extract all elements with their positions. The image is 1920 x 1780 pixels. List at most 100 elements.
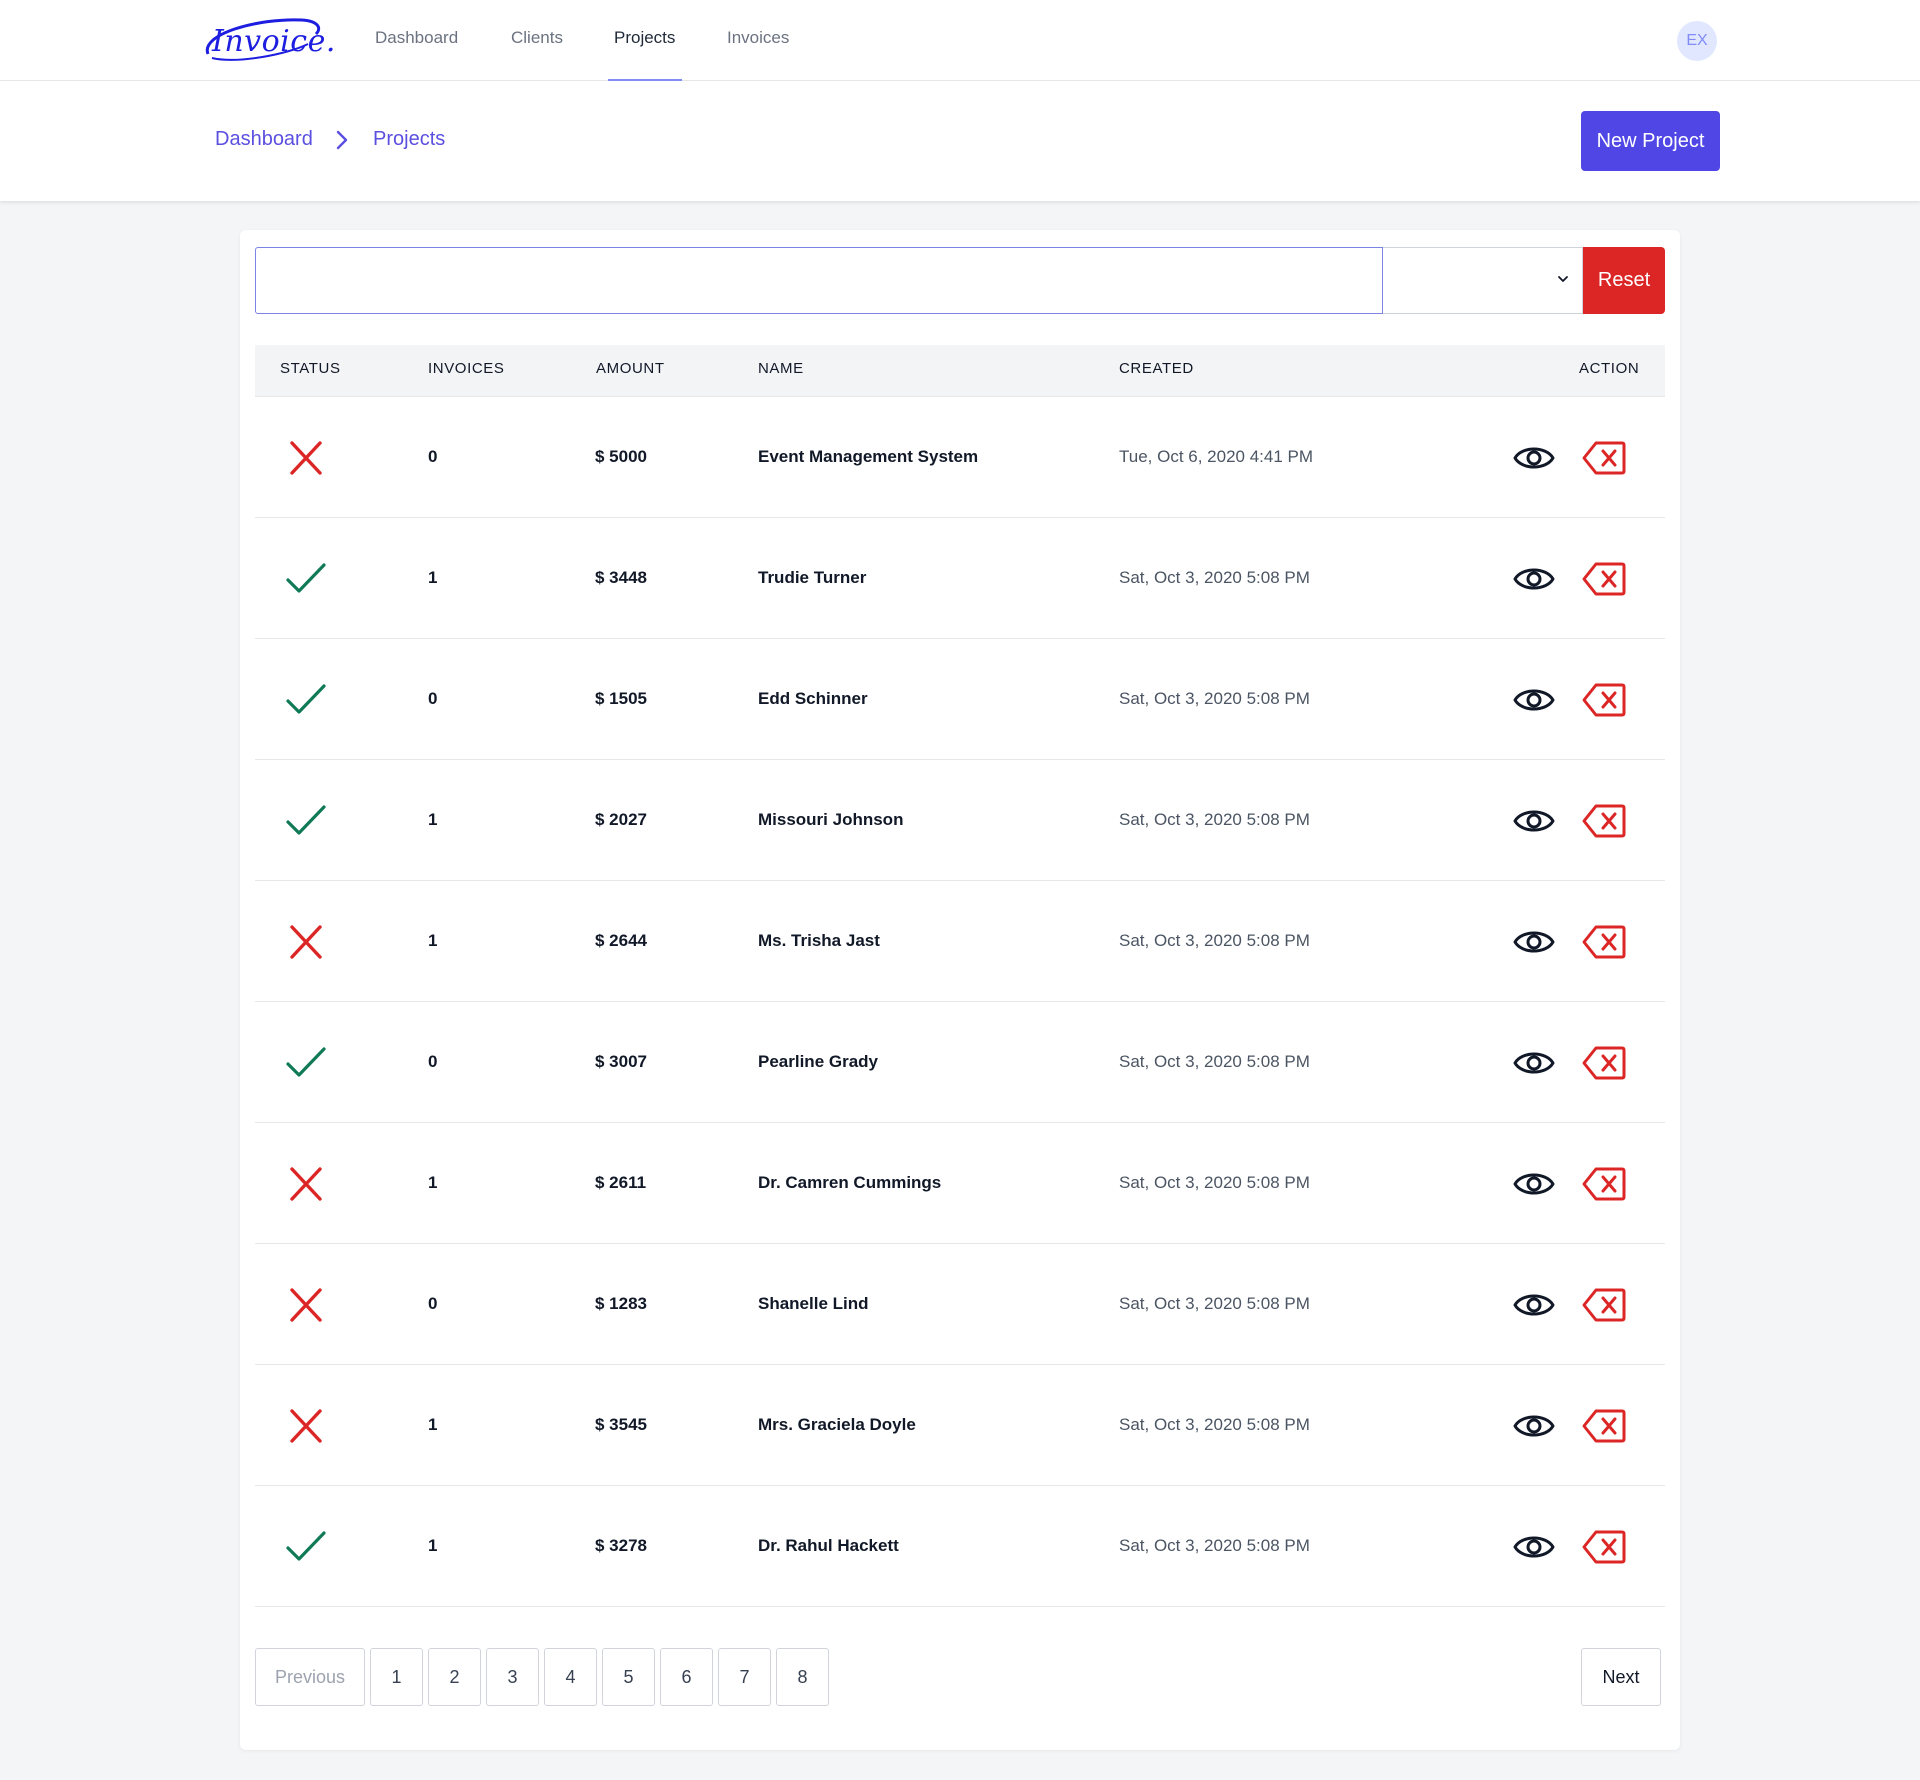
cell-name: Shanelle Lind [758, 1294, 869, 1313]
cell-name: Pearline Grady [758, 1052, 879, 1071]
header-created: CREATED [1119, 360, 1194, 377]
cell-invoices: 1 [428, 1536, 438, 1555]
check-icon [286, 805, 326, 835]
status-filter-select[interactable] [1383, 247, 1583, 314]
cell-created: Sat, Oct 3, 2020 5:08 PM [1119, 689, 1310, 708]
delete-backspace-icon[interactable] [1582, 1287, 1626, 1323]
eye-icon[interactable] [1512, 1164, 1556, 1204]
nav-invoices[interactable]: Invoices [727, 28, 790, 47]
delete-backspace-icon[interactable] [1582, 924, 1626, 960]
cell-name: Dr. Camren Cummings [758, 1173, 942, 1192]
cell-name: Trudie Turner [758, 568, 867, 587]
pagination-previous[interactable]: Previous [255, 1648, 365, 1706]
cell-name: Missouri Johnson [758, 810, 904, 829]
table-row: 0 $ 5000 Event Management System Tue, Oct 6… [255, 397, 1665, 518]
cell-created: Sat, Oct 3, 2020 5:08 PM [1119, 1294, 1310, 1313]
x-icon [290, 441, 322, 475]
cell-amount: $ 3545 [595, 1415, 647, 1434]
cell-invoices: 0 [428, 447, 438, 466]
table-row: 1 $ 2644 Ms. Trisha Jast Sat, Oct 3, 2020 5… [255, 881, 1665, 1002]
pagination-next[interactable]: Next [1581, 1648, 1661, 1706]
table-row: 0 $ 3007 Pearline Grady Sat, Oct 3, 2020 5:… [255, 1002, 1665, 1123]
delete-backspace-icon[interactable] [1582, 682, 1626, 718]
pagination-page-7[interactable]: 7 [718, 1648, 771, 1706]
eye-icon[interactable] [1512, 1406, 1556, 1446]
pagination-page-6[interactable]: 6 [660, 1648, 713, 1706]
delete-backspace-icon[interactable] [1582, 1166, 1626, 1202]
cell-amount: $ 2611 [595, 1173, 647, 1192]
cell-created: Sat, Oct 3, 2020 5:08 PM [1119, 1415, 1310, 1434]
top-navbar [0, 0, 1920, 81]
x-icon [290, 1409, 322, 1443]
pagination-page-2[interactable]: 2 [428, 1648, 481, 1706]
eye-icon[interactable] [1512, 1043, 1556, 1083]
delete-backspace-icon[interactable] [1582, 803, 1626, 839]
cell-created: Tue, Oct 6, 2020 4:41 PM [1119, 447, 1314, 466]
nav-active-indicator [608, 79, 682, 81]
cell-created: Sat, Oct 3, 2020 5:08 PM [1119, 810, 1310, 829]
cell-invoices: 1 [428, 810, 438, 829]
chevron-down-icon [1558, 276, 1568, 282]
search-input[interactable] [255, 247, 1383, 314]
header-action: ACTION [1579, 360, 1640, 377]
nav-projects[interactable]: Projects [614, 28, 676, 47]
eye-icon[interactable] [1512, 438, 1556, 478]
logo-text[interactable]: Invoice. [212, 24, 336, 59]
pagination-page-5[interactable]: 5 [602, 1648, 655, 1706]
breadcrumb-projects[interactable]: Projects [373, 128, 446, 150]
table-row: 1 $ 3278 Dr. Rahul Hackett Sat, Oct 3, 2020… [255, 1486, 1665, 1607]
cell-invoices: 0 [428, 689, 438, 708]
cell-invoices: 1 [428, 1415, 438, 1434]
delete-backspace-icon[interactable] [1582, 561, 1626, 597]
check-icon [286, 1531, 326, 1561]
pagination-page-1[interactable]: 1 [370, 1648, 423, 1706]
table-row: 1 $ 2611 Dr. Camren Cummings Sat, Oct 3, 20… [255, 1123, 1665, 1244]
cell-amount: $ 3448 [595, 568, 647, 587]
check-icon [286, 684, 326, 714]
chevron-right-icon [336, 130, 348, 150]
cell-name: Dr. Rahul Hackett [758, 1536, 899, 1555]
delete-backspace-icon[interactable] [1582, 1408, 1626, 1444]
cell-name: Event Management System [758, 447, 979, 466]
cell-invoices: 0 [428, 1294, 438, 1313]
pagination-page-4[interactable]: 4 [544, 1648, 597, 1706]
breadcrumb-dashboard[interactable]: Dashboard [215, 128, 313, 150]
cell-invoices: 1 [428, 931, 438, 950]
delete-backspace-icon[interactable] [1582, 1045, 1626, 1081]
cell-invoices: 1 [428, 1173, 438, 1192]
cell-amount: $ 5000 [595, 447, 647, 466]
check-icon [286, 563, 326, 593]
eye-icon[interactable] [1512, 801, 1556, 841]
avatar[interactable]: EX [1677, 21, 1717, 61]
nav-clients[interactable]: Clients [511, 28, 563, 47]
cell-name: Edd Schinner [758, 689, 868, 708]
eye-icon[interactable] [1512, 680, 1556, 720]
cell-amount: $ 2644 [595, 931, 647, 950]
cell-name: Ms. Trisha Jast [758, 931, 880, 950]
eye-icon[interactable] [1512, 1285, 1556, 1325]
cell-created: Sat, Oct 3, 2020 5:08 PM [1119, 1173, 1310, 1192]
reset-button[interactable]: Reset [1583, 247, 1665, 314]
eye-icon[interactable] [1512, 559, 1556, 599]
delete-backspace-icon[interactable] [1582, 1529, 1626, 1565]
nav-dashboard[interactable]: Dashboard [375, 28, 459, 47]
new-project-button[interactable]: New Project [1581, 111, 1720, 171]
cell-created: Sat, Oct 3, 2020 5:08 PM [1119, 931, 1310, 950]
pagination-page-3[interactable]: 3 [486, 1648, 539, 1706]
cell-created: Sat, Oct 3, 2020 5:08 PM [1119, 1536, 1310, 1555]
eye-icon[interactable] [1512, 922, 1556, 962]
cell-invoices: 0 [428, 1052, 438, 1071]
x-icon [290, 1288, 322, 1322]
table-row: 1 $ 3448 Trudie Turner Sat, Oct 3, 2020 5:0… [255, 518, 1665, 639]
header-amount: AMOUNT [596, 360, 665, 377]
delete-backspace-icon[interactable] [1582, 440, 1626, 476]
table-row: 0 $ 1505 Edd Schinner Sat, Oct 3, 2020 5:08… [255, 639, 1665, 760]
x-icon [290, 925, 322, 959]
pagination-page-8[interactable]: 8 [776, 1648, 829, 1706]
cell-amount: $ 3278 [595, 1536, 647, 1555]
cell-amount: $ 1505 [595, 689, 647, 708]
table-row: 1 $ 2027 Missouri Johnson Sat, Oct 3, 2020 … [255, 760, 1665, 881]
cell-invoices: 1 [428, 568, 438, 587]
eye-icon[interactable] [1512, 1527, 1556, 1567]
cell-created: Sat, Oct 3, 2020 5:08 PM [1119, 1052, 1310, 1071]
